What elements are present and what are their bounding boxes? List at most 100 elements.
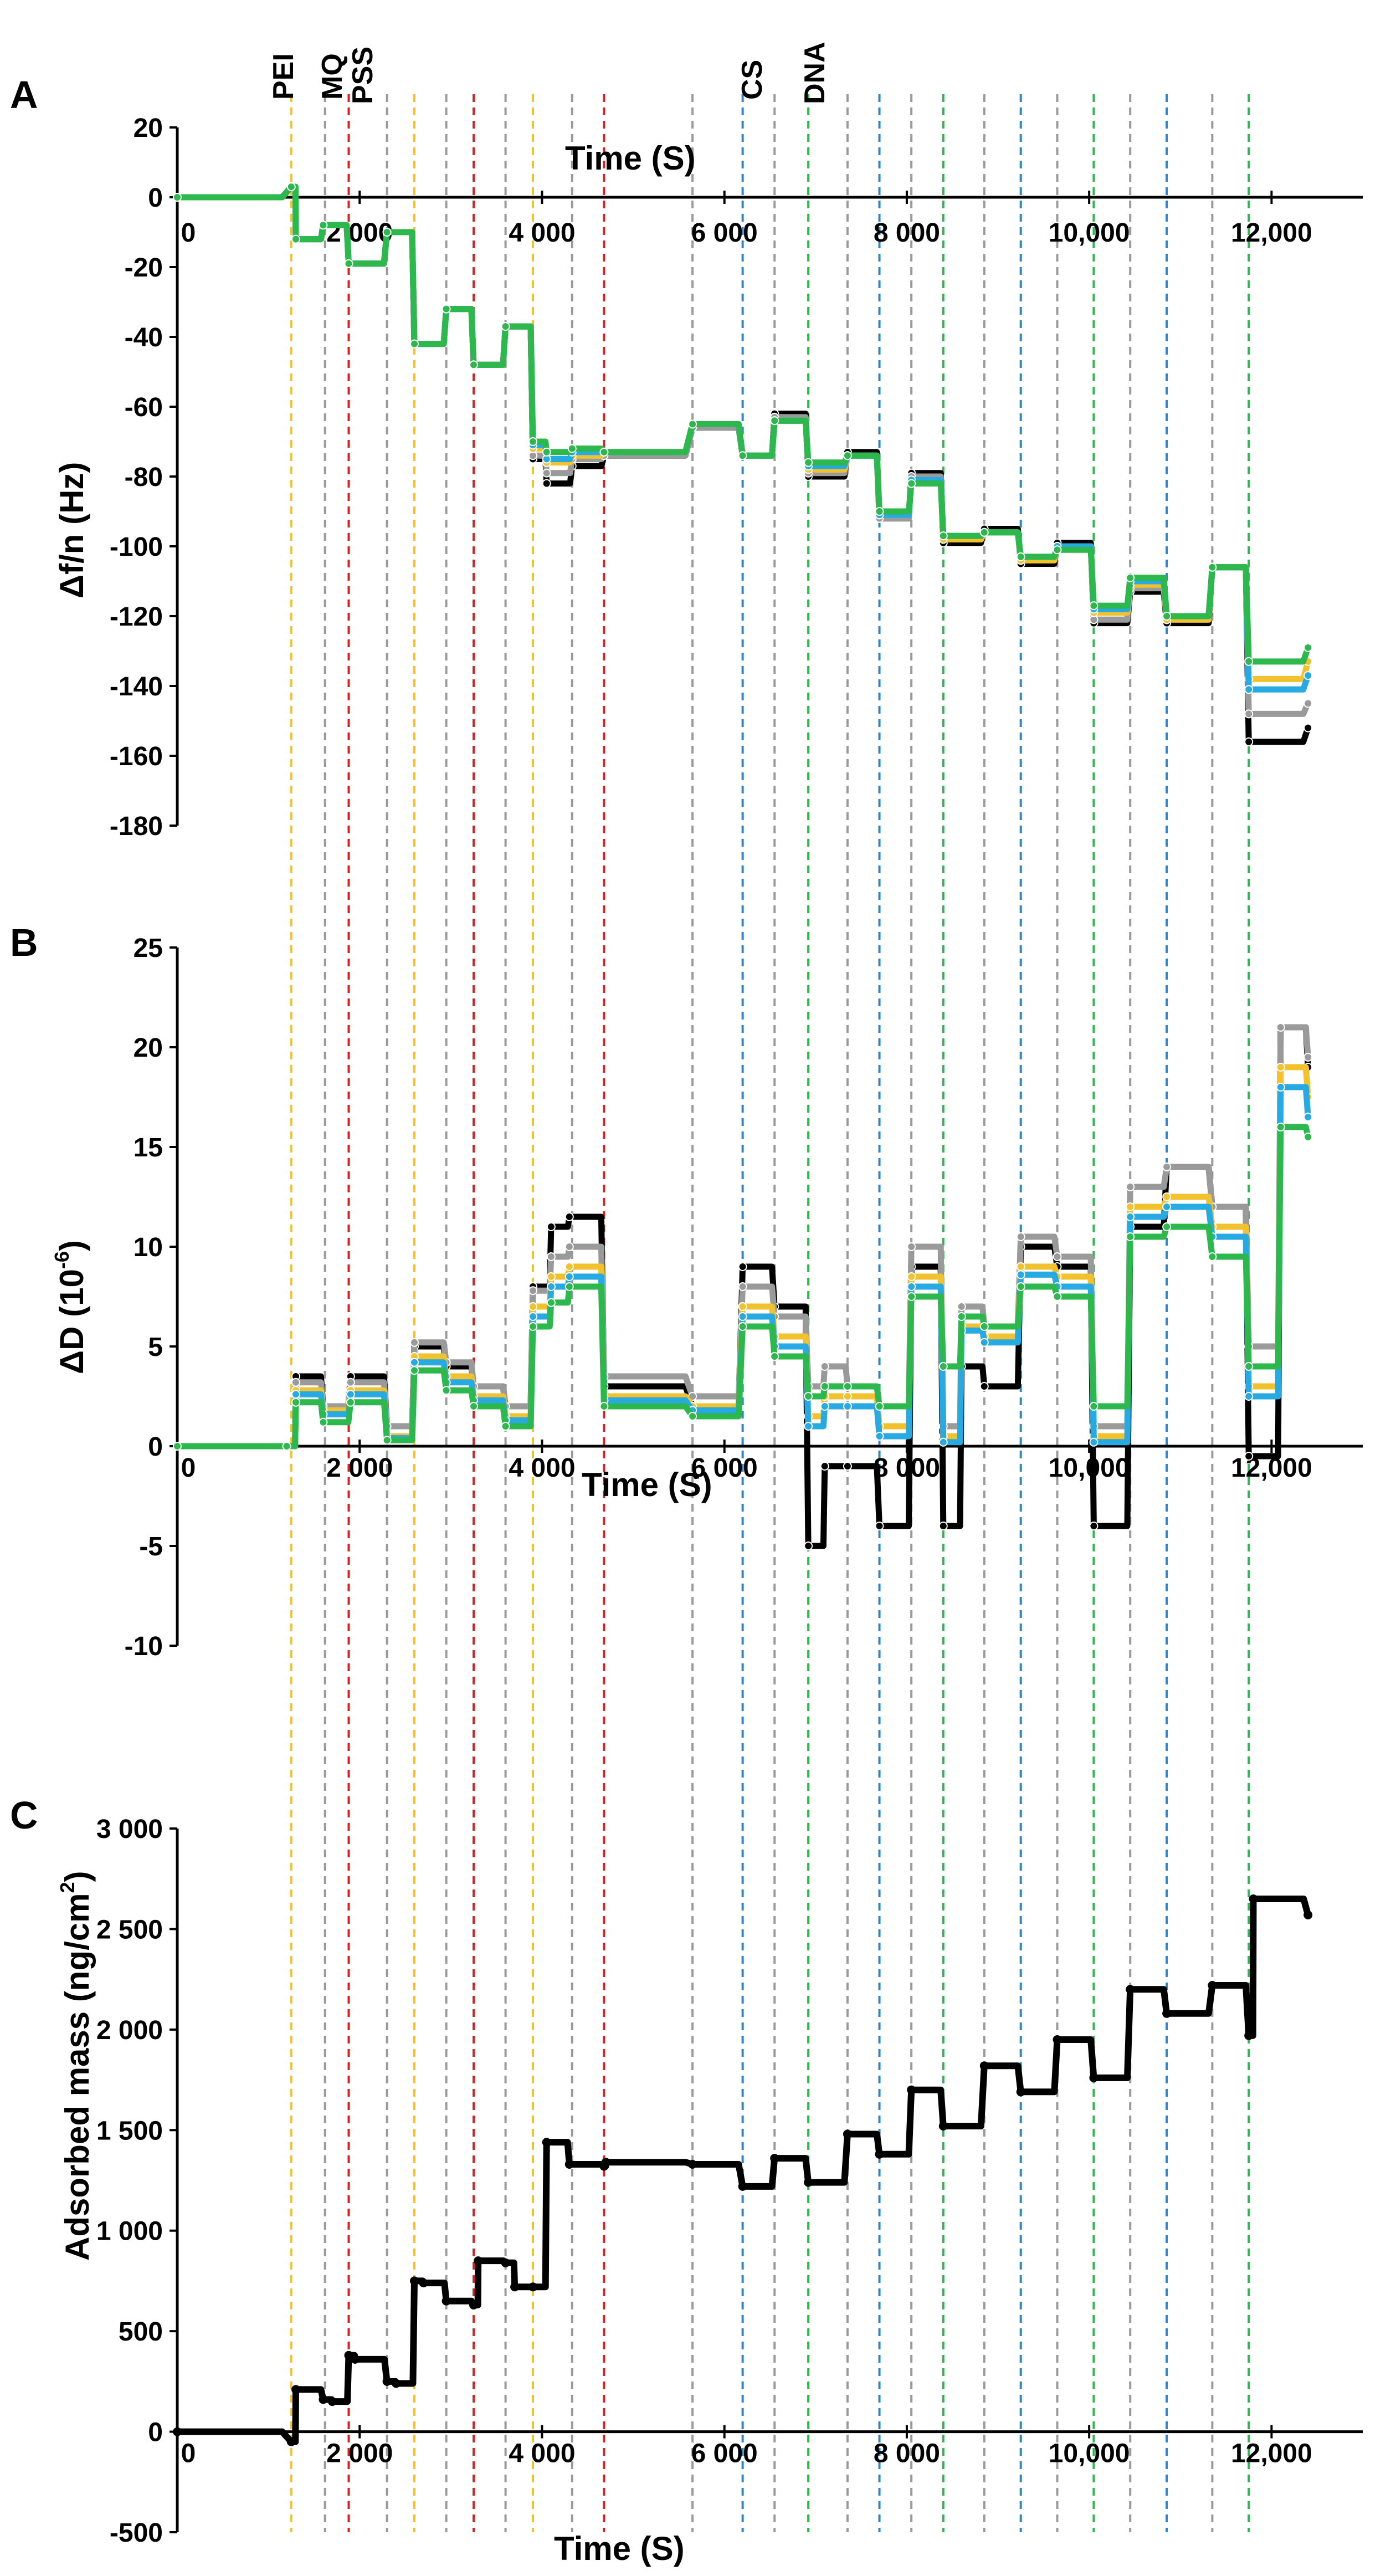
panel-c-data-point: [938, 2122, 948, 2131]
panel-c-data-point: [875, 2149, 884, 2159]
panel-a-data-point: [528, 437, 537, 446]
panel-b-data-point: [938, 1522, 948, 1530]
panel-c-data-point: [528, 2282, 537, 2292]
panel-b-data-point: [804, 1422, 813, 1431]
panel-a-data-point: [291, 234, 300, 244]
panel-b-data-point: [1016, 1232, 1025, 1241]
panel-c-data-point: [1244, 2031, 1254, 2040]
panel-a-data-point: [542, 468, 551, 478]
panel-c-data-point: [1303, 1911, 1313, 1919]
panel-a-data-point: [319, 221, 328, 230]
panel-c-x-title: Time (S): [554, 2530, 685, 2567]
panel-b-data-point: [738, 1302, 747, 1311]
panel-c-data-point: [1126, 1985, 1135, 1994]
panel-a-y-title: Δf/n (Hz): [53, 462, 90, 598]
panel-a-data-point: [1244, 709, 1254, 719]
panel-b-data-point: [1089, 1437, 1099, 1447]
panel-c-y-tick-label: 1 000: [96, 2217, 163, 2246]
panel-b-data-point: [291, 1377, 300, 1387]
panel-c: C 3 000 2 500 2 000 1 500 1 000 500 0 -500 0 2 00…: [10, 1794, 1363, 2567]
panel-a-data-point: [469, 360, 478, 370]
panel-b-data-point: [1162, 1222, 1172, 1231]
panel-b-y-tick-label: 15: [134, 1133, 163, 1162]
panel-c-data-point: [542, 2138, 551, 2147]
panel-b-letter: B: [10, 921, 38, 964]
panel-a-data-point: [542, 447, 551, 457]
panel-b-data-point: [1276, 1123, 1285, 1131]
panel-c-data-point: [738, 2181, 747, 2191]
panel-c-data-point: [351, 2354, 360, 2364]
panel-b-data-point: [346, 1390, 355, 1399]
panel-a-x-tick-label: 12,000: [1231, 218, 1312, 248]
panel-b-x-title: Time (S): [582, 1466, 712, 1503]
panel-b-data-point: [564, 1212, 574, 1221]
panel-b-data-point: [546, 1282, 556, 1291]
panel-c-data-point: [344, 2350, 353, 2360]
panel-a-data-point: [770, 416, 779, 426]
panel-a-x-tick-label: 8 000: [874, 218, 940, 248]
panel-c-data-point: [469, 2301, 478, 2309]
panel-a-y-tick-label: -60: [125, 393, 163, 422]
panel-b-y-tick-label: -5: [139, 1532, 163, 1561]
panel-b-data-point: [957, 1302, 966, 1311]
panel-a-data-point: [875, 507, 884, 516]
panel-c-data-point: [419, 2278, 428, 2288]
panel-c-data-point: [173, 2427, 182, 2436]
panel-b-data-point: [875, 1402, 884, 1411]
panel-b-data-point: [1016, 1270, 1025, 1279]
panel-b-series-line: [174, 1124, 1311, 1450]
panel-b-data-point: [1303, 1133, 1313, 1141]
panel-c-y-title-end: ): [59, 1871, 96, 1882]
panel-c-y-tick-label: -500: [110, 2518, 163, 2548]
panel-b-data-point: [1244, 1452, 1254, 1461]
panel-b-data-point: [564, 1262, 574, 1271]
panel-b-y-title: ΔD (10-6): [50, 1240, 90, 1374]
panel-b-data-point: [843, 1402, 852, 1411]
panel-c-x-tick-label: 2 000: [326, 2439, 393, 2469]
panel-b-data-point: [1162, 1162, 1172, 1171]
panel-c-data-point: [1089, 2073, 1099, 2082]
panel-b-data-point: [1276, 1063, 1285, 1072]
panel-b-y-tick-label: 5: [148, 1333, 163, 1362]
panel-a-y-tick-label: -140: [110, 672, 163, 701]
panel-b-data-point: [1303, 1113, 1313, 1121]
panel-c-data-point: [291, 2385, 300, 2394]
panel-c-data-point: [1053, 2035, 1062, 2044]
panel-a-letter: A: [10, 73, 38, 116]
panel-a-data-point: [1303, 671, 1313, 680]
panel-b-data-point: [1208, 1252, 1217, 1261]
panel-b-x-tick-label: 10,000: [1049, 1453, 1130, 1483]
panel-b-data-point: [938, 1362, 948, 1371]
panel-c-y-tick-label: 0: [148, 2418, 163, 2447]
panel-b-data-point: [738, 1322, 747, 1331]
panel-b-x-tick-label: 2 000: [326, 1453, 393, 1483]
panel-a-data-point: [1126, 573, 1135, 582]
panel-b-data-point: [1303, 1053, 1313, 1062]
panel-a-y-tick-label: 20: [134, 114, 163, 143]
panel-c-data-point: [442, 2296, 451, 2306]
panel-a-data-point: [599, 447, 609, 457]
panel-a-data-point: [1303, 723, 1313, 733]
panel-b-data-point: [546, 1298, 556, 1307]
panel-c-x-tick-label: 6 000: [691, 2439, 758, 2469]
panel-c-y-tick-label: 500: [119, 2317, 163, 2347]
panel-b-data-point: [1126, 1182, 1135, 1191]
panel-b-data-point: [382, 1436, 392, 1445]
panel-c-data-point: [979, 2061, 989, 2071]
panel-c-series: [173, 1894, 1313, 2446]
panel-a-data-point: [804, 458, 813, 467]
panel-c-y-tick-label: 1 500: [96, 2116, 163, 2145]
panel-b-data-point: [875, 1522, 884, 1530]
panel-b-y-title-main: ΔD (10: [53, 1269, 90, 1374]
panel-a-data-point: [979, 528, 989, 537]
panel-c-data-point: [474, 2256, 483, 2266]
panel-c-data-point: [501, 2258, 510, 2267]
panel-b-data-point: [820, 1362, 829, 1371]
panel-b-data-point: [282, 1442, 291, 1451]
panel-c-y-title: Adsorbed mass (ng/cm2): [56, 1871, 96, 2261]
panel-a-x-title: Time (S): [565, 140, 696, 177]
panel-c-data-point: [601, 2158, 610, 2167]
panel-b-data-point: [1053, 1292, 1062, 1301]
panel-b-data-point: [979, 1322, 989, 1331]
panel-b-data-point: [1016, 1262, 1025, 1271]
